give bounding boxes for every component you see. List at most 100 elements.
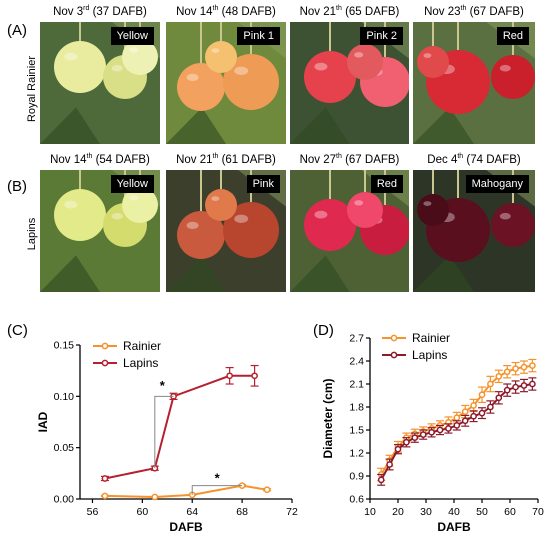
data-point — [495, 394, 503, 402]
x-tick-label: 60 — [504, 506, 516, 518]
rainier-photo: Yellow — [40, 22, 160, 144]
data-point — [263, 486, 271, 494]
y-axis-label: Diameter (cm) — [321, 378, 335, 458]
lapins-stage-tag: Red — [370, 175, 403, 193]
lapins-date-label: Nov 21th (61 DAFB) — [176, 153, 276, 166]
data-point — [226, 372, 233, 380]
lapins-photo: Red — [290, 170, 409, 292]
data-point — [101, 475, 109, 482]
data-point — [503, 368, 511, 376]
data-point — [478, 391, 486, 399]
data-point — [461, 417, 469, 425]
data-point — [251, 372, 258, 380]
data-point — [520, 382, 528, 389]
x-tick-label: 30 — [420, 506, 432, 518]
y-tick-label: 2.1 — [349, 379, 364, 391]
data-point — [151, 493, 159, 501]
legend-label: Rainier — [123, 339, 161, 353]
lapins-stage-tag: Yellow — [110, 175, 154, 193]
significance-marker: * — [160, 378, 166, 393]
significance-marker: * — [215, 471, 221, 486]
legend-marker — [390, 351, 398, 359]
chart-diameter: 0.6 0.9 1.2 1.5 1.8 2.1 2.4 2.7 10 20 30 40 50 60 70 DA… — [321, 331, 544, 534]
data-point — [394, 445, 402, 453]
panel-label-c: (C) — [7, 322, 28, 339]
data-point — [529, 380, 536, 388]
series-line — [380, 383, 533, 481]
rainier-photo: Pink 1 — [166, 22, 286, 144]
x-tick-label: 10 — [364, 506, 376, 518]
data-point — [487, 403, 494, 411]
chart-iad: 0.00 0.05 0.10 0.15 56 60 64 68 72 DAFB IAD Rainier… — [36, 339, 298, 534]
rainier-date-label: Nov 23th (67 DAFB) — [424, 5, 524, 18]
lapins-photo: Mahogany — [413, 170, 535, 292]
data-point — [428, 428, 435, 436]
lapins-photo: Pink — [166, 170, 286, 292]
y-tick-label: 1.2 — [349, 448, 364, 460]
row-label-lapins: Lapins — [26, 217, 38, 251]
y-tick-label: 1.5 — [349, 425, 364, 437]
data-point — [411, 434, 419, 442]
legend-marker — [101, 342, 109, 350]
panel-label-a: (A) — [7, 22, 27, 39]
x-axis-label: DAFB — [437, 520, 471, 534]
data-point — [101, 492, 109, 500]
rainier-date-label: Nov 14th (48 DAFB) — [176, 5, 276, 18]
lapins-stage-tag: Mahogany — [465, 175, 529, 193]
data-point — [512, 365, 519, 373]
lapins-date-label: Dec 4th (74 DAFB) — [427, 153, 521, 166]
y-tick-label: 1.8 — [349, 402, 364, 414]
rainier-photo: Red — [413, 22, 535, 144]
rainier-stage-tag: Pink 1 — [237, 27, 280, 45]
y-tick-label: 0.6 — [349, 494, 364, 506]
significance-bracket — [154, 395, 174, 469]
y-tick-label: 2.7 — [349, 333, 364, 345]
y-axis-label: IAD — [36, 411, 50, 432]
panel-label-d: (D) — [313, 322, 334, 339]
legend-marker — [101, 359, 109, 367]
x-tick-label: 56 — [87, 506, 99, 518]
data-point — [478, 409, 486, 417]
y-tick-label: 0.00 — [54, 494, 75, 506]
x-tick-label: 20 — [392, 506, 404, 518]
lapins-stage-tag: Pink — [246, 175, 280, 193]
data-point — [445, 425, 452, 432]
x-tick-label: 50 — [476, 506, 488, 518]
x-tick-label: 64 — [186, 506, 198, 518]
panel-label-b: (B) — [7, 178, 27, 195]
rainier-stage-tag: Red — [496, 27, 529, 45]
data-point — [503, 386, 511, 394]
data-point — [495, 372, 503, 380]
rainier-stage-tag: Yellow — [110, 27, 154, 45]
rainier-date-label: Nov 3rd (37 DAFB) — [53, 5, 147, 18]
rainier-photo: Pink 2 — [290, 22, 409, 144]
y-tick-label: 0.15 — [54, 340, 75, 352]
data-point — [461, 408, 469, 415]
lapins-photo: Yellow — [40, 170, 160, 292]
legend-marker — [390, 334, 398, 342]
x-tick-label: 68 — [236, 506, 248, 518]
rainier-date-label: Nov 21th (65 DAFB) — [299, 5, 400, 18]
data-point — [487, 380, 494, 388]
y-tick-label: 2.4 — [349, 356, 364, 368]
data-point — [512, 383, 519, 391]
data-point — [377, 476, 385, 484]
y-tick-label: 0.9 — [349, 471, 364, 483]
y-tick-label: 0.05 — [54, 442, 75, 454]
lapins-date-label: Nov 14th (54 DAFB) — [50, 153, 150, 166]
data-point — [436, 426, 444, 434]
x-tick-label: 72 — [286, 506, 298, 518]
y-tick-label: 0.10 — [54, 391, 75, 403]
significance-bracket — [191, 485, 243, 495]
data-point — [470, 402, 477, 409]
row-label-rainier: Royal Rainier — [26, 55, 38, 123]
x-tick-label: 60 — [137, 506, 149, 518]
legend-label: Lapins — [123, 356, 158, 370]
x-axis-label: DAFB — [169, 520, 203, 534]
legend-label: Rainier — [412, 331, 450, 345]
lapins-date-label: Nov 27th (67 DAFB) — [299, 153, 400, 166]
data-point — [419, 431, 427, 438]
data-point — [386, 461, 393, 468]
x-tick-label: 40 — [448, 506, 460, 518]
data-point — [520, 363, 528, 371]
